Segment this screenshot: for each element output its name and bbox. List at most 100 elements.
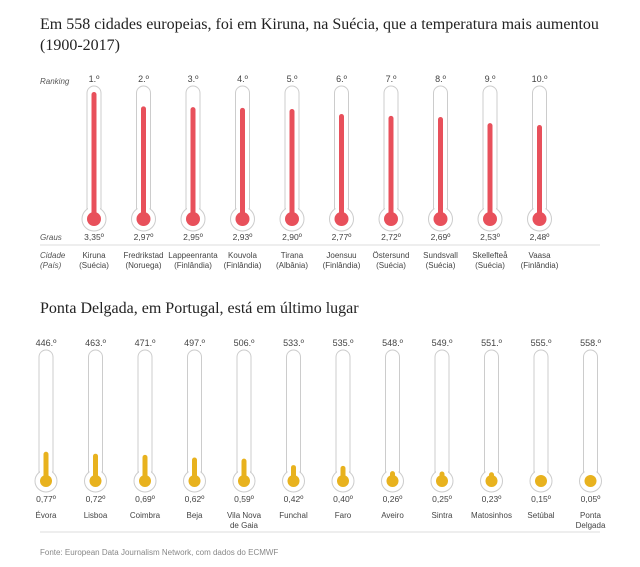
thermometer-fill-bulb [40,475,52,487]
thermometer-tube [583,349,598,482]
value-label: 0,23º [482,494,502,504]
value-label: 2,48º [530,232,550,242]
ranking-label: 4.º [237,74,249,84]
value-label: 0,72º [86,494,106,504]
thermometer-fill-bulb [384,212,398,226]
country-label: (Suécia) [426,261,456,270]
thermometer-fill-bar [190,107,196,219]
thermometer-fill-bulb [535,475,547,487]
ranking-label: 10.º [532,74,549,84]
thermometer-fill-bulb [386,475,399,487]
thermometer-fill-bulb [139,475,151,487]
city-label: Skellefteå [472,251,508,260]
thermometer-fill-bar [240,107,245,219]
country-label: (Suécia) [79,261,109,270]
ranking-label: 7.º [386,74,398,84]
thermometer-fill-bar [537,124,542,219]
pais-label: (País) [40,261,62,270]
bottom-thermometer-1: 446.º 0,77º Évora [34,338,58,520]
bottom-thermometer-9: 549.º 0,25º Sintra [430,338,454,520]
ranking-label: 548.º [382,338,404,348]
top-thermometer-10: 10.º 2,48º Vaasa(Finlândia) [521,74,559,270]
country-label: (Finlândia) [323,261,361,270]
ranking-label: 497.º [184,338,206,348]
city-label: Delgada [576,521,606,530]
thermometer-tube [335,349,351,482]
bottom-thermometer-3: 471.º 0,69º Coimbra [130,338,161,520]
top-thermometer-7: 7.º 2,72º Östersund(Suécia) [373,74,410,270]
thermometer-fill-bulb [186,212,200,226]
top-thermometer-3: 3.º 2,95º Lappeenranta(Finlândia) [168,74,218,270]
ranking-label: Ranking [40,77,70,86]
city-label: Sundsvall [423,251,458,260]
city-label: Östersund [373,251,410,260]
thermometer-fill-bar [91,92,97,219]
thermometer-fill-bulb [436,475,448,487]
thermometer-fill-bar [192,457,197,481]
city-label: Aveiro [381,511,404,520]
thermometer-fill-bar [141,106,146,219]
city-label: Tirana [281,251,304,260]
ranking-label: 1.º [89,74,101,84]
value-label: 0,69º [135,494,155,504]
bottom-thermometer-7: 535.º 0,40º Faro [331,338,355,520]
value-label: 2,53º [480,232,500,242]
bottom-thermometer-6: 533.º 0,42º Funchal [279,338,308,520]
top-thermometer-5: 5.º 2,90º Tirana(Albânia) [276,74,308,270]
country-label: (Albânia) [276,261,308,270]
thermometer-fill-bulb [485,475,498,487]
thermometer-fill-bar [438,117,443,219]
city-label: Matosinhos [471,511,512,520]
chart-title-top: Em 558 cidades europeias, foi em Kiruna,… [40,16,599,54]
thermometer-tube [385,349,400,482]
ranking-label: 471.º [135,338,157,348]
value-label: 0,77º [36,494,56,504]
city-label: Lappeenranta [168,251,218,260]
thermometer-seam [436,467,448,475]
thermometer-fill-bar [289,109,295,219]
thermometer-fill-bulb [87,212,101,226]
ranking-label: 2.º [138,74,150,84]
country-label: (Suécia) [475,261,505,270]
value-label: 2,72º [381,232,401,242]
chart-title-bottom: Ponta Delgada, em Portugal, está em últi… [40,300,359,317]
thermometer-fill-bulb [287,475,300,487]
thermometer-fill-bulb [433,212,448,226]
bottom-thermometers: 446.º 0,77º Évora 463.º 0,72º Lisboa 471.º 0,69… [34,338,606,530]
ranking-label: 535.º [333,338,355,348]
ranking-label: 3.º [188,74,200,84]
graus-label: Graus [40,233,62,242]
value-label: 0,05º [581,494,601,504]
city-label: Fredrikstad [123,251,163,260]
top-thermometer-2: 2.º 2,97º Fredrikstad(Noruega) [123,74,163,270]
thermometer-fill-bulb [136,212,151,226]
value-label: 2,97º [134,232,154,242]
ranking-label: 549.º [432,338,454,348]
city-label: Vaasa [528,251,551,260]
thermometer-fill-bulb [532,212,547,226]
value-label: 0,25º [432,494,452,504]
thermometer-fill-bar [93,453,98,481]
ranking-label: 551.º [481,338,503,348]
value-label: 0,15º [531,494,551,504]
country-label: (Finlândia) [521,261,559,270]
city-label: Vila Nova [227,511,262,520]
thermometer-fill-bar [388,115,394,219]
value-label: 2,90º [282,232,302,242]
ranking-label: 6.º [336,74,348,84]
ranking-label: 558.º [580,338,602,348]
thermometer-fill-bulb [334,212,349,226]
bottom-thermometer-8: 548.º 0,26º Aveiro [381,338,404,520]
top-thermometer-6: 6.º 2,77º Joensuu(Finlândia) [323,74,361,270]
thermometer-tube [484,349,499,482]
city-label: Kouvola [228,251,257,260]
bottom-thermometer-2: 463.º 0,72º Lisboa [84,338,108,520]
thermometer-tube [286,349,301,482]
bottom-thermometer-4: 497.º 0,62º Beja [183,338,206,520]
value-label: 0,42º [284,494,304,504]
country-label: (Noruega) [125,261,161,270]
country-label: (Finlândia) [174,261,212,270]
